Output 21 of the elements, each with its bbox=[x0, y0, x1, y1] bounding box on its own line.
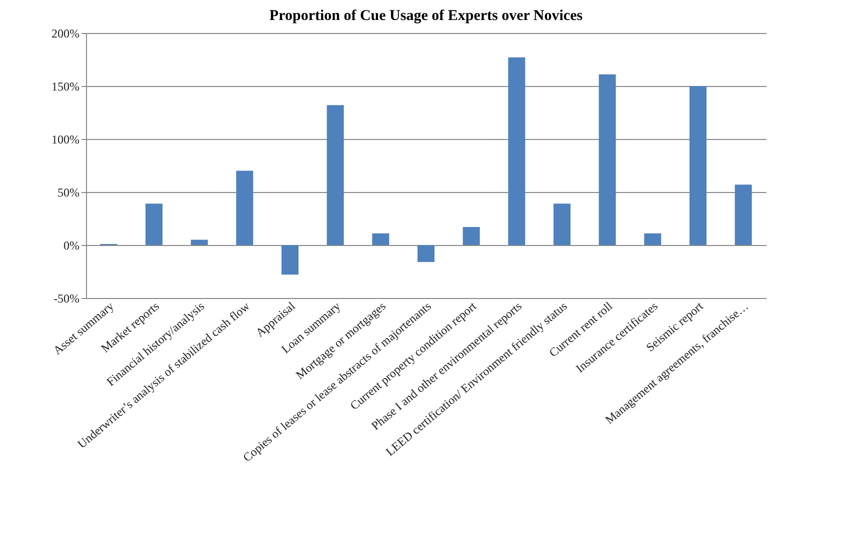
y-tick-label: 100% bbox=[52, 132, 80, 146]
y-tick-label: -50% bbox=[54, 292, 80, 306]
y-tick-label: 0% bbox=[64, 238, 80, 252]
bar bbox=[734, 184, 752, 245]
bar bbox=[554, 204, 570, 245]
y-tick-label: 150% bbox=[52, 80, 80, 94]
y-tick-label: 50% bbox=[58, 186, 80, 200]
bar bbox=[690, 86, 706, 245]
bar bbox=[190, 240, 208, 245]
bar bbox=[462, 226, 480, 245]
chart-title: Proportion of Cue Usage of Experts over Novices bbox=[269, 8, 583, 24]
bar bbox=[236, 170, 254, 245]
y-tick-label: 200% bbox=[52, 26, 80, 40]
bar bbox=[146, 204, 162, 245]
bar bbox=[372, 233, 390, 245]
bar bbox=[326, 105, 344, 245]
bar bbox=[644, 233, 662, 245]
bar bbox=[418, 245, 434, 262]
bar bbox=[508, 57, 526, 245]
bar bbox=[282, 245, 298, 275]
bar bbox=[598, 74, 616, 245]
